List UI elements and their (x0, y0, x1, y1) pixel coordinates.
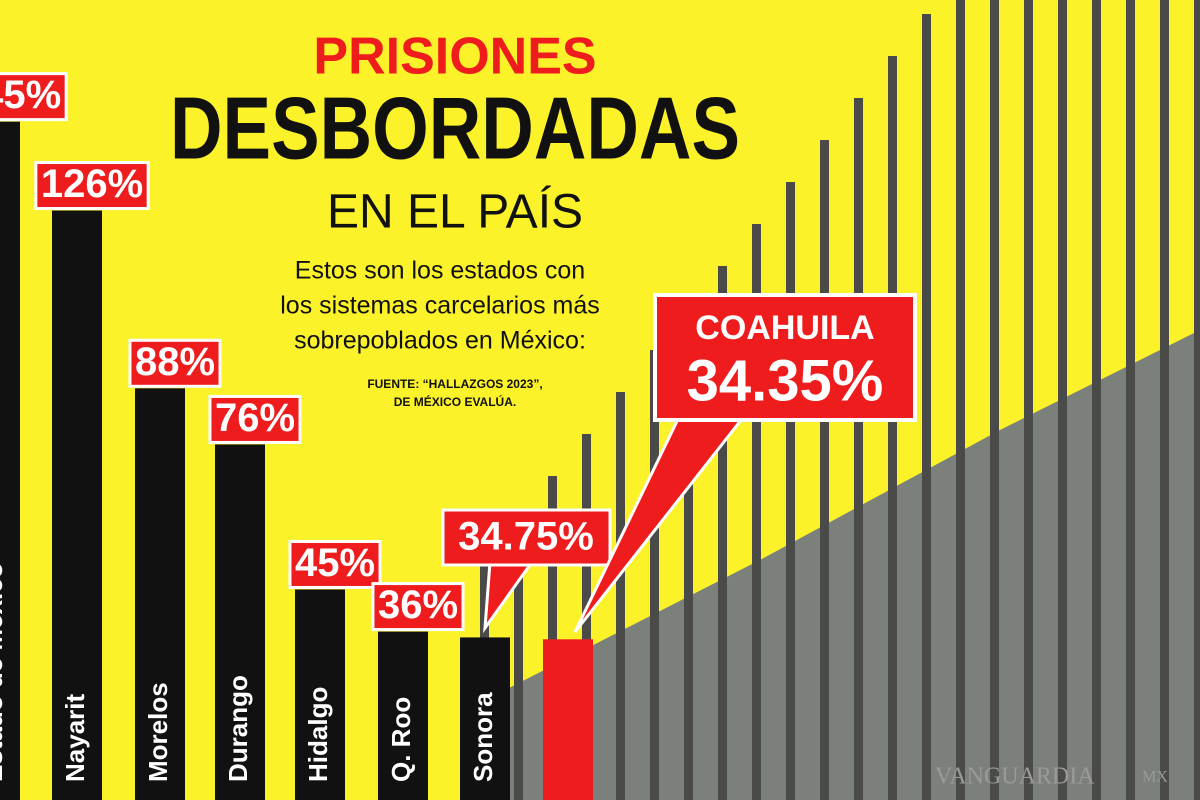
watermark: VANGUARDIA (935, 764, 1095, 790)
callout-category: COAHUILA (695, 309, 874, 347)
bar (460, 637, 510, 800)
label-box (371, 582, 465, 632)
prison-bar (752, 224, 761, 800)
prison-bar (1126, 0, 1135, 800)
title-top: PRISIONES (313, 28, 596, 86)
prison-bar (1092, 0, 1101, 800)
label-box (288, 539, 382, 589)
callout-box (653, 293, 917, 422)
category-label: Hidalgo (303, 687, 333, 782)
title-main: DESBORDADAS (170, 78, 740, 177)
title-bottom: EN EL PAÍS (327, 186, 583, 239)
prison-bar (1058, 0, 1067, 800)
source: FUENTE: “HALLAZGOS 2023”, (367, 377, 542, 391)
value-label: 76% (215, 396, 295, 440)
category-label: Durango (223, 675, 253, 782)
category-label: Estado de México (0, 562, 8, 782)
prison-bar (820, 140, 829, 800)
value-label: 145% (0, 73, 61, 117)
value-label: 45% (295, 541, 375, 585)
watermark: MX (1142, 769, 1168, 786)
subtitle: Estos son los estados con (295, 257, 585, 285)
label-box (441, 508, 612, 567)
bar (52, 210, 102, 800)
bar (543, 639, 593, 800)
bar (378, 631, 428, 800)
value-label: 126% (41, 162, 143, 206)
category-label: Morelos (143, 682, 173, 782)
source: DE MÉXICO EVALÚA. (394, 394, 516, 409)
category-label: Nayarit (60, 694, 90, 782)
prison-bar (786, 182, 795, 800)
value-label: 34.75% (458, 515, 594, 559)
prison-bar (990, 0, 999, 800)
prison-bar (616, 392, 625, 800)
label-box (0, 72, 68, 122)
bar (135, 388, 185, 800)
prison-bar (650, 350, 659, 800)
prison-bar (718, 266, 727, 800)
prison-bar (922, 14, 931, 800)
bar (295, 589, 345, 800)
prison-bar (548, 476, 557, 800)
bars: Estado de México 145% Nayarit 126% Morelos 88… (0, 72, 917, 800)
prison-bar (956, 0, 965, 800)
category-label: Q. Roo (386, 697, 416, 782)
category-label: Sonora (468, 692, 498, 782)
bar (0, 121, 20, 800)
label-box (208, 394, 302, 444)
prison-bar (854, 98, 863, 800)
value-label: 88% (135, 340, 215, 384)
prison-bar (514, 518, 523, 800)
prison-bar (684, 308, 693, 800)
prison-bar (1160, 0, 1169, 800)
prison-bar (1024, 0, 1033, 800)
subtitle: sobrepoblados en México: (294, 327, 586, 355)
value-label: 36% (378, 583, 458, 627)
bar (215, 444, 265, 800)
label-box (128, 338, 222, 388)
prison-bar (1194, 0, 1200, 800)
prison-bar (888, 56, 897, 800)
value-label: 34.35% (687, 348, 884, 413)
subtitle: los sistemas carcelarios más (280, 292, 600, 320)
label-box (34, 161, 150, 211)
